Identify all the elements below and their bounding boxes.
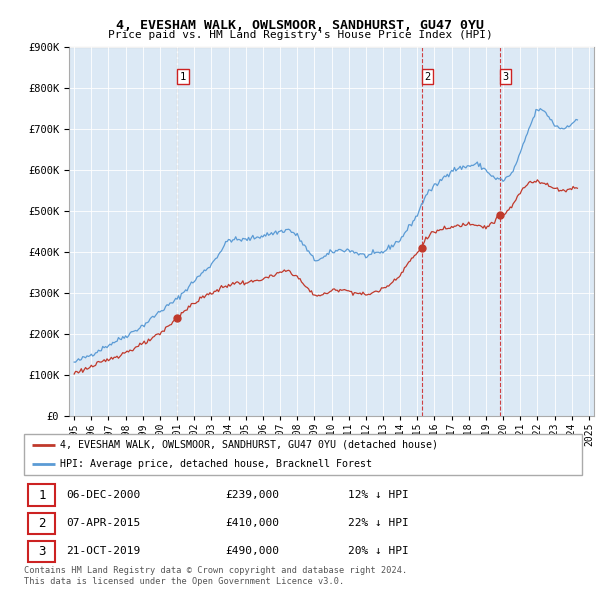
Text: 2: 2 [424,72,431,82]
Text: £410,000: £410,000 [225,518,279,528]
Text: This data is licensed under the Open Government Licence v3.0.: This data is licensed under the Open Gov… [24,577,344,586]
Text: 20% ↓ HPI: 20% ↓ HPI [347,546,409,556]
Text: Price paid vs. HM Land Registry's House Price Index (HPI): Price paid vs. HM Land Registry's House … [107,30,493,40]
Text: £490,000: £490,000 [225,546,279,556]
Text: 2: 2 [38,517,46,530]
Text: Contains HM Land Registry data © Crown copyright and database right 2024.: Contains HM Land Registry data © Crown c… [24,566,407,575]
Text: 1: 1 [38,489,46,502]
Text: 3: 3 [502,72,508,82]
Text: 22% ↓ HPI: 22% ↓ HPI [347,518,409,528]
Text: 3: 3 [38,545,46,558]
Text: 1: 1 [179,72,186,82]
Text: 12% ↓ HPI: 12% ↓ HPI [347,490,409,500]
Text: 4, EVESHAM WALK, OWLSMOOR, SANDHURST, GU47 0YU: 4, EVESHAM WALK, OWLSMOOR, SANDHURST, GU… [116,19,484,32]
Text: HPI: Average price, detached house, Bracknell Forest: HPI: Average price, detached house, Brac… [60,459,372,469]
Text: 4, EVESHAM WALK, OWLSMOOR, SANDHURST, GU47 0YU (detached house): 4, EVESHAM WALK, OWLSMOOR, SANDHURST, GU… [60,440,438,450]
Bar [28,484,55,506]
Text: 06-DEC-2000: 06-DEC-2000 [66,490,140,500]
Text: £239,000: £239,000 [225,490,279,500]
Bar [28,513,55,534]
Text: 07-APR-2015: 07-APR-2015 [66,518,140,528]
Text: 21-OCT-2019: 21-OCT-2019 [66,546,140,556]
Bar [28,541,55,562]
